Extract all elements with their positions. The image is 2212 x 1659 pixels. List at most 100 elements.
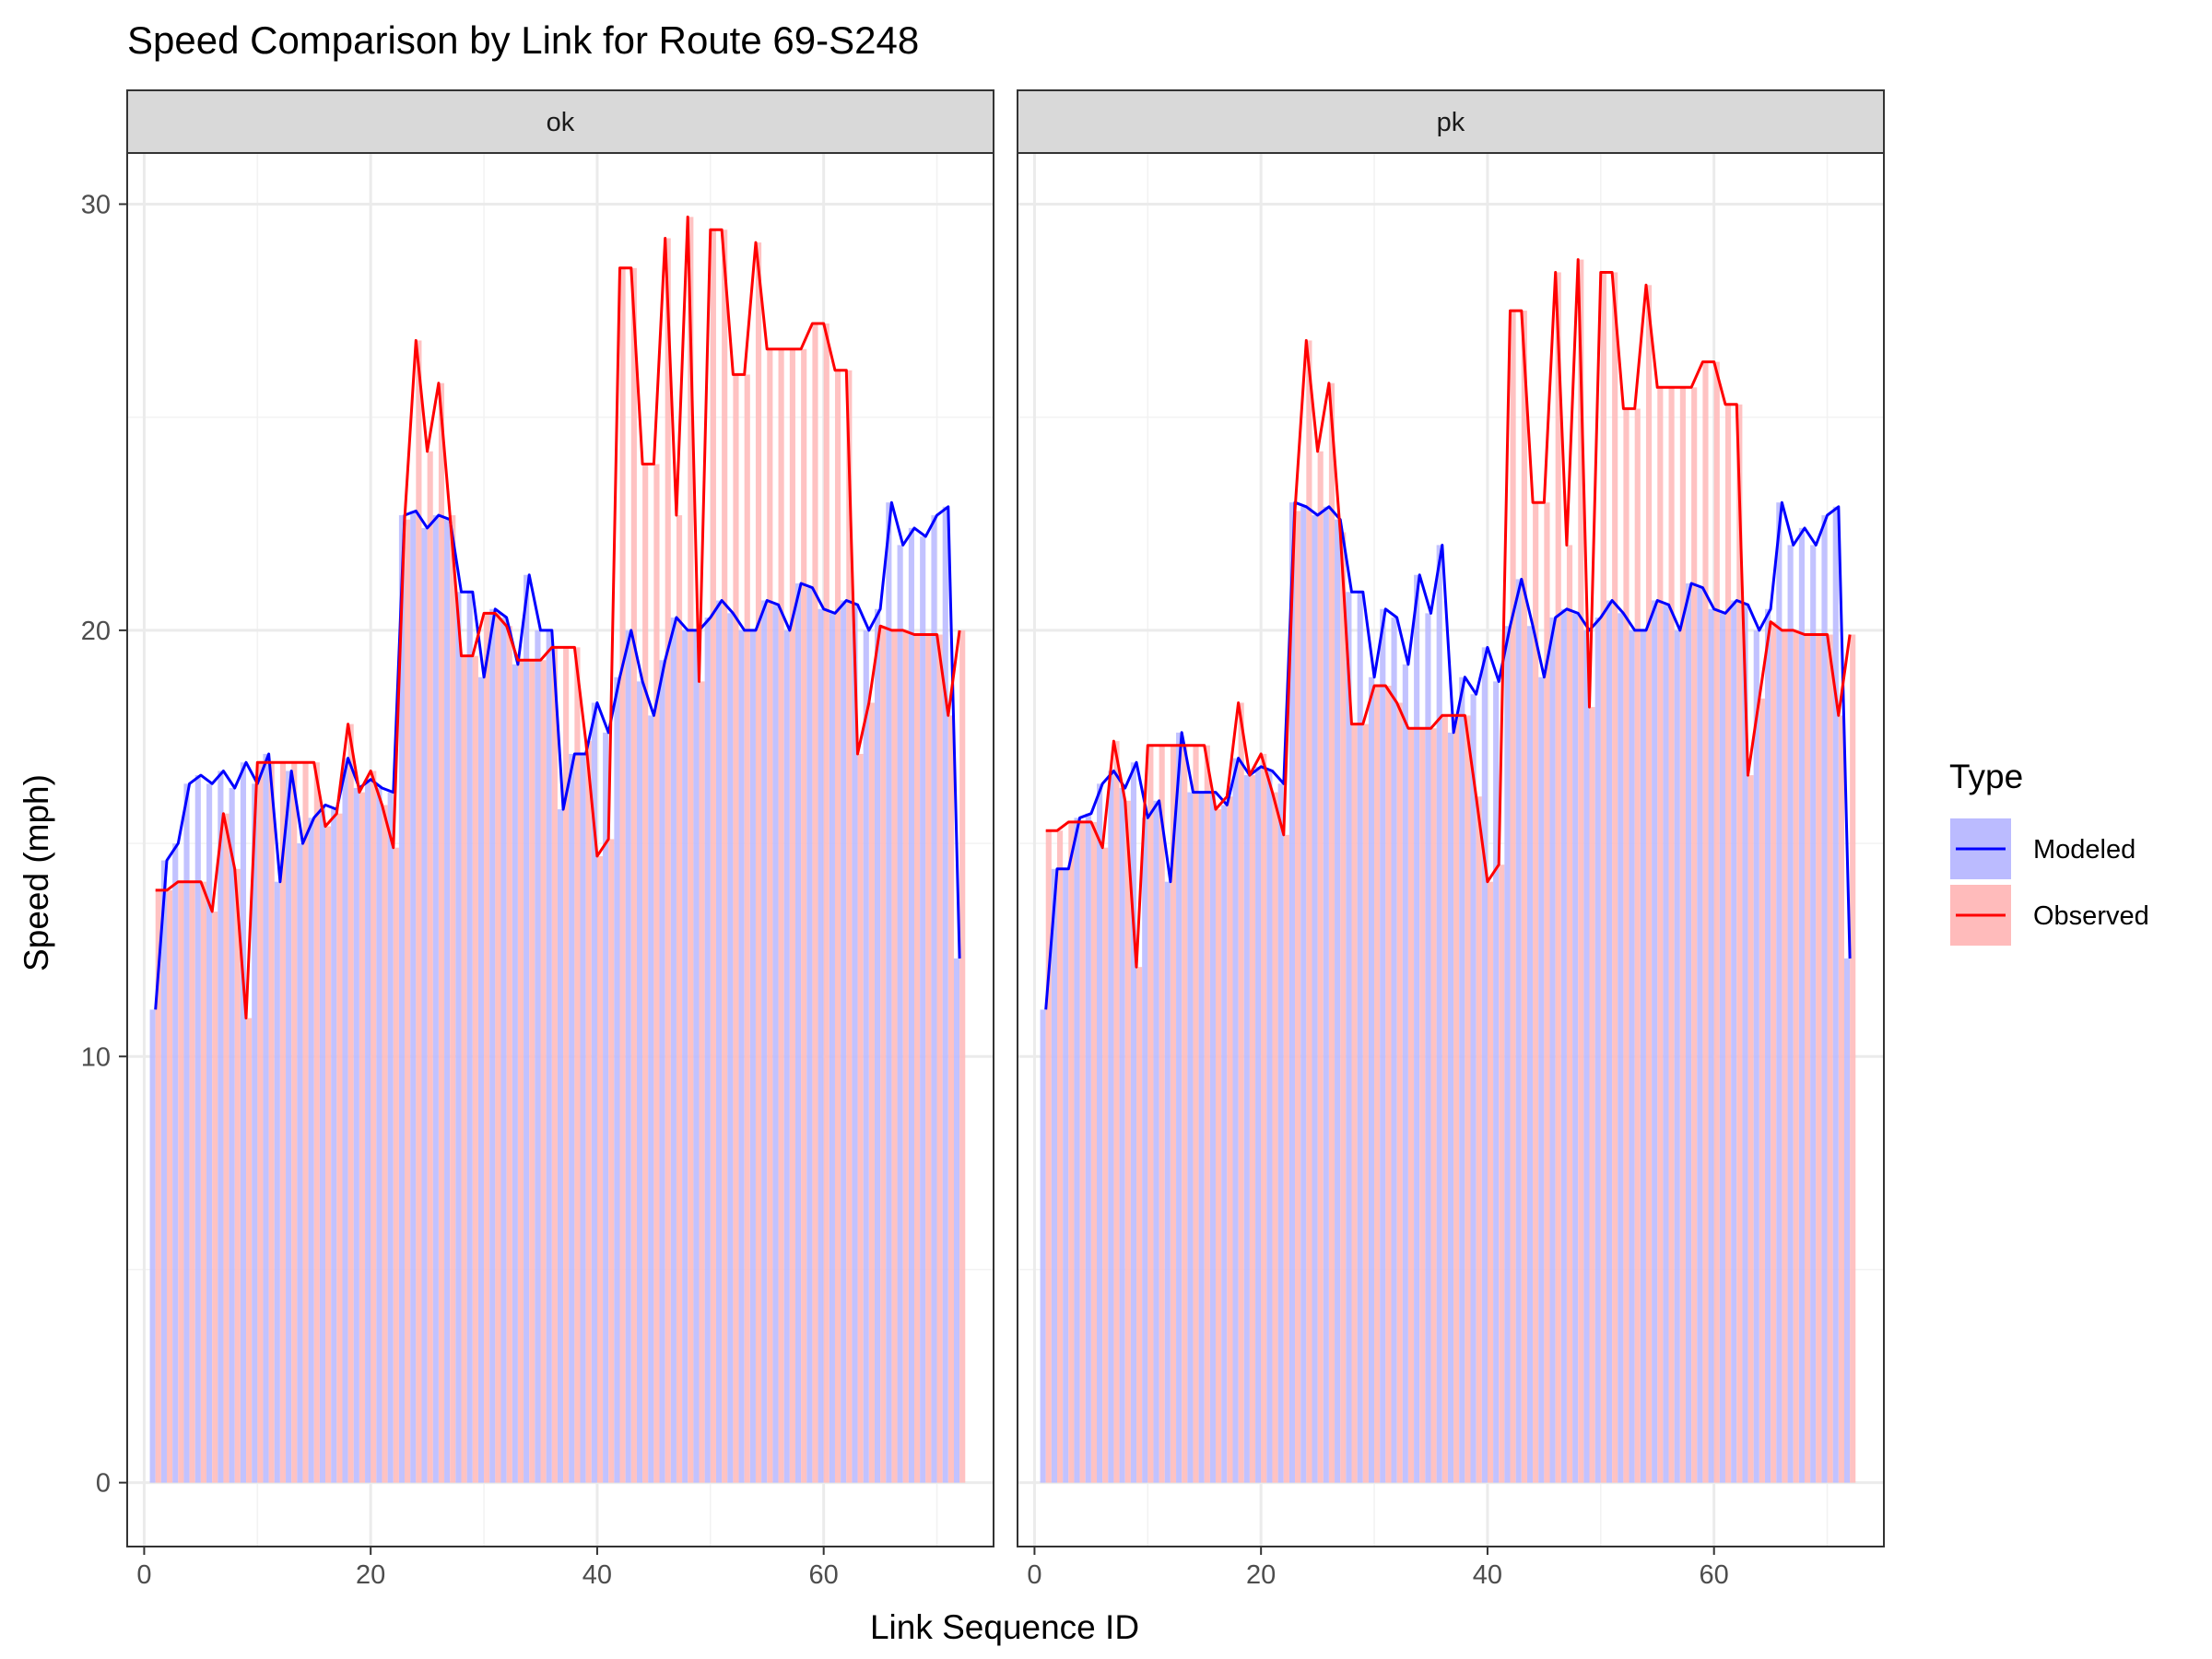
bar-observed [1340, 532, 1347, 1483]
bar-observed [427, 451, 433, 1483]
bar-observed [722, 229, 728, 1483]
bar-modeled [1629, 629, 1635, 1483]
bar-modeled [218, 771, 224, 1483]
bar-observed [1272, 792, 1278, 1483]
bar-observed [1702, 361, 1709, 1483]
bar-modeled [1312, 515, 1318, 1483]
bar-observed [868, 702, 875, 1483]
bar-modeled [874, 608, 881, 1483]
bar-modeled [1414, 574, 1420, 1483]
bar-observed [1283, 834, 1289, 1483]
bar-modeled [1526, 626, 1534, 1483]
bar-modeled [1176, 732, 1182, 1483]
bar-observed [823, 323, 830, 1483]
bar-observed [257, 762, 264, 1483]
bar-observed [405, 519, 411, 1483]
bar-observed [291, 762, 298, 1483]
bar-observed [891, 629, 898, 1483]
bar-modeled [1323, 506, 1329, 1483]
bar-observed [801, 348, 807, 1483]
bar-observed [234, 868, 241, 1483]
bar-modeled [308, 818, 314, 1483]
bar-observed [1385, 685, 1392, 1483]
bar-modeled [477, 677, 485, 1483]
bar-observed [1589, 707, 1595, 1483]
bar-observed [1850, 634, 1856, 1483]
bar-modeled [1821, 515, 1828, 1483]
bar-modeled [1481, 647, 1488, 1483]
bar-observed [393, 847, 399, 1483]
x-tick-label: 0 [136, 1560, 151, 1590]
bar-observed [167, 889, 173, 1483]
bar-modeled [727, 613, 734, 1483]
bar-observed [1555, 272, 1561, 1483]
bar-observed [1261, 753, 1267, 1483]
bar-observed [1328, 382, 1335, 1483]
bar-observed [913, 634, 921, 1483]
bar-modeled [693, 629, 700, 1483]
bar-observed [812, 323, 818, 1483]
bar-modeled [648, 715, 654, 1483]
bar-modeled [1187, 792, 1194, 1483]
bar-observed [1499, 865, 1505, 1483]
bar-observed [1827, 634, 1833, 1483]
bar-modeled [1209, 792, 1217, 1483]
bar-modeled [783, 629, 790, 1483]
x-tick-label: 60 [809, 1560, 839, 1590]
bar-modeled [1832, 506, 1839, 1483]
bar-observed [1838, 715, 1844, 1483]
bar-observed [155, 889, 161, 1483]
bar-modeled [1063, 868, 1069, 1483]
bar-modeled [1776, 502, 1783, 1483]
bar-observed [778, 348, 784, 1483]
bar-modeled [183, 783, 190, 1483]
bar-observed [733, 374, 739, 1483]
bar-observed [902, 629, 909, 1483]
bar-observed [1317, 451, 1324, 1483]
x-tick-label: 20 [1246, 1560, 1276, 1590]
bar-observed [767, 348, 773, 1483]
bar-modeled [365, 779, 371, 1483]
series-line-modeled [1044, 500, 1852, 1010]
bar-observed [710, 229, 716, 1483]
bar-observed [1090, 821, 1098, 1483]
bar-observed [495, 613, 501, 1483]
bar-modeled [1346, 592, 1352, 1483]
bar-observed [371, 771, 377, 1483]
bar-modeled [263, 753, 269, 1483]
bar-modeled [1436, 545, 1442, 1483]
bar-observed [1771, 621, 1777, 1483]
bar-modeled [1300, 506, 1307, 1483]
bar-observed [1102, 847, 1109, 1483]
bar-modeled [841, 600, 847, 1483]
bar-modeled [444, 519, 451, 1483]
strip-label: ok [547, 108, 575, 137]
bar-observed [688, 217, 694, 1483]
legend-label: Modeled [2033, 835, 2136, 865]
bar-observed [517, 660, 524, 1483]
bar-observed [472, 655, 478, 1483]
bar-observed [1159, 745, 1165, 1483]
bar-observed [880, 626, 887, 1483]
bar-modeled [625, 629, 631, 1483]
bar-modeled [761, 600, 768, 1483]
bar-modeled [1685, 583, 1692, 1483]
bar-modeled [1640, 629, 1646, 1483]
bar-modeled [1731, 600, 1737, 1483]
bar-modeled [1560, 608, 1567, 1483]
bar-observed [313, 762, 320, 1483]
bar-observed [1057, 830, 1064, 1483]
bar-observed [1521, 311, 1527, 1483]
bar-observed [246, 1018, 253, 1483]
bar-modeled [1753, 629, 1759, 1483]
bar-modeled [1618, 613, 1624, 1483]
bar-modeled [1843, 958, 1851, 1483]
bar-modeled [806, 587, 813, 1483]
bar-modeled [432, 515, 439, 1483]
bar-modeled [1697, 587, 1703, 1483]
bar-observed [676, 515, 683, 1483]
bar-modeled [1515, 579, 1522, 1483]
bar-modeled [1277, 783, 1284, 1483]
bar-observed [1612, 272, 1618, 1483]
